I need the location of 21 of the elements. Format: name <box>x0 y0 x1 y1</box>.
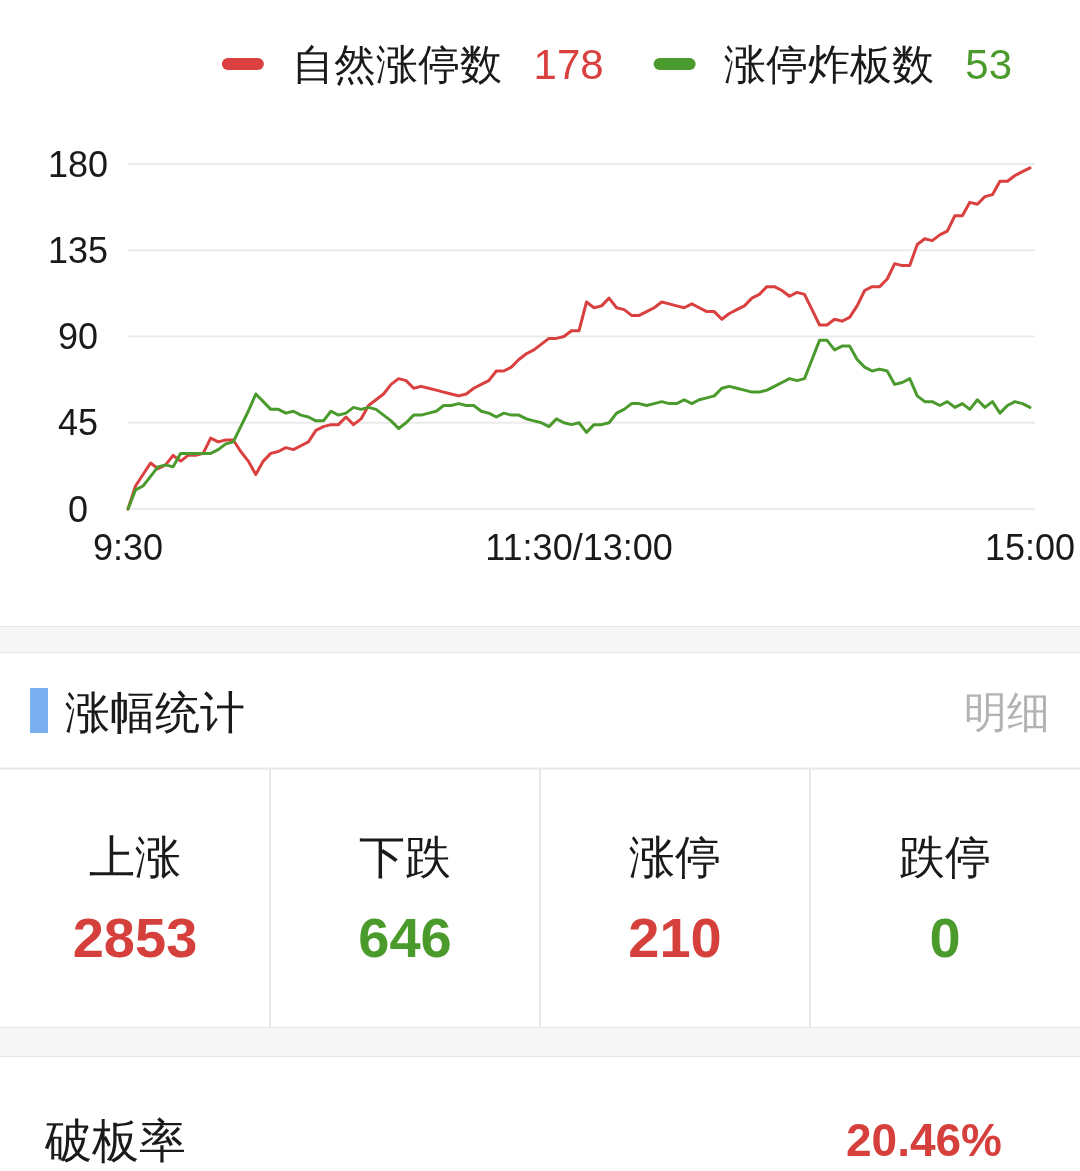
category-label: 上涨 <box>89 831 181 883</box>
category-label: 涨停 <box>629 831 721 883</box>
y-tick-label: 45 <box>57 402 99 444</box>
legend-label: 自然涨停数 178 <box>291 40 604 88</box>
data-label: 210 <box>628 905 722 969</box>
y-tick-label: 135 <box>47 229 109 271</box>
data-label: 2853 <box>72 905 198 969</box>
y-tick-label: 90 <box>57 316 99 357</box>
text: 明细 <box>964 688 1050 736</box>
legend-label: 涨停炸板数 53 <box>723 40 1013 88</box>
data-label: 0 <box>929 905 961 969</box>
line-series <box>126 338 1032 511</box>
y-tick-label: 180 <box>47 143 109 185</box>
y-tick-label: 0 <box>67 488 89 530</box>
category-label: 下跌 <box>359 831 451 883</box>
text: 涨幅统计 <box>65 686 245 738</box>
x-tick-label: 11:30/13:00 <box>485 526 673 568</box>
x-tick-label: 9:30 <box>92 526 164 568</box>
category-label: 跌停 <box>899 831 991 883</box>
data-label: 646 <box>358 905 452 969</box>
x-tick-label: 15:00 <box>984 526 1076 568</box>
